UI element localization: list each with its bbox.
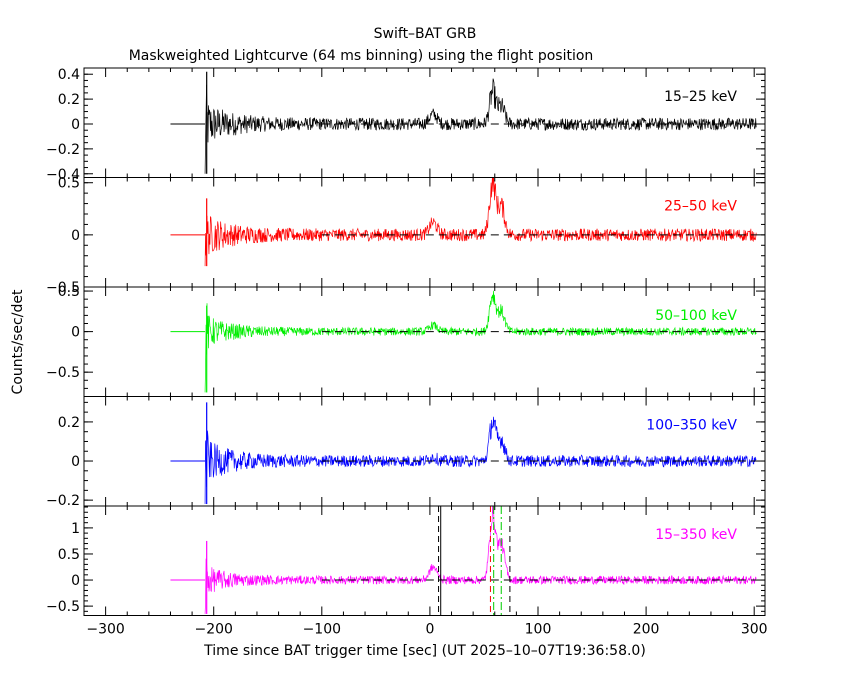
panel-3: −0.5 0 0.5 50–100 keV — [46, 284, 766, 397]
x-tick-label: 300 — [741, 622, 768, 638]
panel-plot-area — [170, 506, 757, 616]
y-tick-label: 0.4 — [58, 67, 80, 83]
y-tick-label: 0.5 — [58, 176, 80, 192]
y-tick-label: 0 — [71, 454, 80, 470]
panel-5: −0.5 0 0.5 1 15–350 keV −300 −200 −100 0 100 200 30… — [46, 505, 768, 638]
panels-group: −0.4 −0.2 0 0.2 0.4 15–25 keV −0.5 0 0.5 25–50 ke… — [46, 67, 768, 637]
x-tick-label: 0 — [425, 622, 434, 638]
energy-band-label: 100–350 keV — [646, 418, 737, 434]
panel-1: −0.4 −0.2 0 0.2 0.4 15–25 keV — [46, 67, 766, 183]
energy-band-label: 25–50 keV — [664, 199, 737, 215]
panel-frame — [83, 505, 766, 616]
chart-title: Swift–BAT GRB — [374, 26, 477, 42]
x-tick-label: 200 — [633, 622, 660, 638]
y-tick-label: −0.2 — [46, 493, 80, 509]
x-tick-label: 100 — [525, 622, 552, 638]
x-tick-label: −300 — [86, 622, 124, 638]
y-tick-label: 0.5 — [58, 284, 80, 300]
panel-plot-area — [170, 402, 757, 505]
panel-plot-area — [170, 177, 757, 267]
lightcurve-series — [204, 506, 757, 614]
energy-band-label: 15–25 keV — [664, 89, 737, 105]
energy-band-label: 15–350 keV — [655, 527, 737, 543]
panel-plot-area — [170, 71, 757, 174]
panel-2: −0.5 0 0.5 25–50 keV — [46, 176, 766, 296]
panel-plot-area — [170, 290, 757, 393]
y-tick-label: 0 — [71, 228, 80, 244]
y-tick-label: −0.2 — [46, 142, 80, 158]
x-axis-label: Time since BAT trigger time [sec] (UT 20… — [203, 643, 646, 659]
energy-band-label: 50–100 keV — [655, 308, 737, 324]
y-tick-label: −0.5 — [46, 599, 80, 615]
panel-frame — [83, 396, 766, 507]
y-tick-label: −0.4 — [46, 167, 80, 183]
y-tick-label: 0 — [71, 325, 80, 341]
y-tick-label: −0.5 — [46, 280, 80, 296]
x-tick-label: −100 — [303, 622, 341, 638]
lightcurve-series — [204, 177, 757, 267]
panel-4: −0.2 0 0.2 100–350 keV — [46, 396, 766, 509]
y-tick-label: 0 — [71, 573, 80, 589]
lightcurve-series — [204, 290, 757, 393]
x-tick-label: −200 — [194, 622, 232, 638]
y-tick-label: 1 — [71, 521, 80, 537]
y-axis-label: Counts/sec/det — [10, 289, 26, 394]
y-tick-label: 0 — [71, 117, 80, 133]
y-tick-label: −0.5 — [46, 365, 80, 381]
lightcurve-series — [204, 78, 757, 174]
y-tick-label: 0.2 — [58, 92, 80, 108]
chart-subtitle: Maskweighted Lightcurve (64 ms binning) … — [129, 48, 594, 64]
panel-frame — [83, 286, 766, 397]
y-tick-label: 0.5 — [58, 547, 80, 563]
y-tick-label: 0.2 — [58, 415, 80, 431]
